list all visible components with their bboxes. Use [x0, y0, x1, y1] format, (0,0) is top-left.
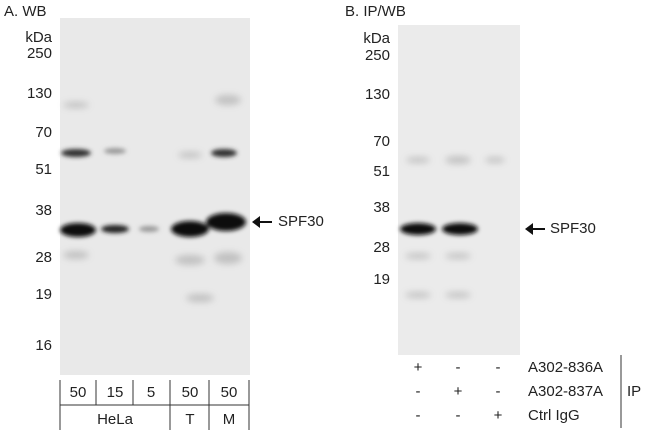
panel-title: A. WB — [4, 3, 47, 20]
marker-label: 250 — [365, 47, 390, 64]
bands — [60, 95, 246, 302]
antibody-label: Ctrl IgG — [528, 407, 580, 424]
marker-label: 250 — [27, 45, 52, 62]
antibody-label: A302-836A — [528, 359, 603, 376]
marker-label: 19 — [35, 286, 52, 303]
blot — [60, 18, 250, 375]
lane-table — [59, 380, 250, 430]
lane-load: 5 — [147, 384, 155, 401]
marker-label: 130 — [365, 86, 390, 103]
band-label: SPF30 — [278, 213, 324, 230]
sample-group: M — [223, 411, 236, 428]
unit-label: kDa — [363, 30, 390, 47]
sign: + — [454, 383, 463, 400]
marker-label: 28 — [373, 239, 390, 256]
sign: - — [456, 359, 461, 376]
sign: - — [456, 407, 461, 424]
marker-label: 70 — [373, 133, 390, 150]
lane-load: 50 — [182, 384, 199, 401]
bands — [400, 156, 505, 298]
marker-label: 28 — [35, 249, 52, 266]
blot — [398, 25, 520, 355]
marker-label: 38 — [35, 202, 52, 219]
marker-label: 130 — [27, 85, 52, 102]
arrow — [525, 223, 545, 235]
arrow — [252, 216, 272, 228]
marker-label: 16 — [35, 337, 52, 354]
sample-group: T — [185, 411, 194, 428]
marker-label: 38 — [373, 199, 390, 216]
sign: - — [496, 383, 501, 400]
marker-label: 51 — [35, 161, 52, 178]
sign: - — [496, 359, 501, 376]
sample-group: HeLa — [97, 411, 134, 428]
lane-load: 50 — [221, 384, 238, 401]
lane-load: 50 — [70, 384, 87, 401]
lane-load: 15 — [107, 384, 124, 401]
sign: - — [416, 407, 421, 424]
sign: + — [414, 359, 423, 376]
marker-label: 70 — [35, 124, 52, 141]
marker-label: 19 — [373, 271, 390, 288]
ip-label: IP — [627, 383, 641, 400]
unit-label: kDa — [25, 29, 52, 46]
sign: + — [494, 407, 503, 424]
band-label: SPF30 — [550, 220, 596, 237]
antibody-label: A302-837A — [528, 383, 603, 400]
panel-title: B. IP/WB — [345, 3, 406, 20]
marker-label: 51 — [373, 163, 390, 180]
sign: - — [416, 383, 421, 400]
